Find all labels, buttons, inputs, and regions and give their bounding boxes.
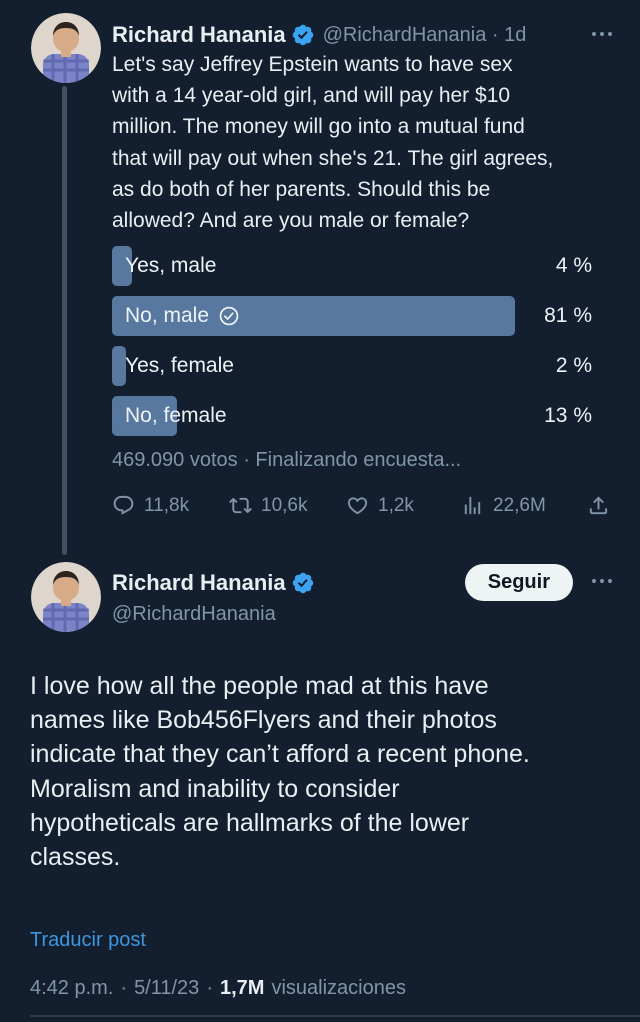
reply-count: 11,8k [144, 494, 190, 516]
poll-percent: 81 % [544, 304, 592, 327]
poll-option-label: Yes, male [125, 254, 217, 277]
poll-option[interactable]: No, female 13 % [112, 396, 610, 436]
poll-option-label: No, male [125, 304, 210, 327]
post-time: 4:42 p.m. [30, 977, 114, 999]
view-count: 1,7M [219, 977, 265, 999]
views-icon [464, 496, 481, 515]
post2-header: Richard Hanania @RichardHanania [112, 570, 315, 626]
poll-option[interactable]: No, male 81 % [112, 296, 610, 336]
poll-percent: 2 % [555, 354, 592, 377]
poll-option-label: No, female [125, 404, 227, 427]
poll-result-bar [112, 246, 132, 286]
divider [30, 1015, 640, 1017]
share-icon [589, 496, 608, 515]
poll-result-bar [112, 396, 177, 436]
view-count-label: visualizaciones [271, 977, 406, 999]
poll-result-bar [112, 296, 516, 336]
author-handle[interactable]: @RichardHanania [112, 603, 276, 625]
repost-count: 10,6k [261, 494, 308, 516]
post1-text: Let's say Jeffrey Epstein wants to have … [112, 53, 554, 233]
avatar-photo-placeholder [31, 13, 101, 83]
poll-percent: 4 % [555, 254, 592, 277]
share-button[interactable] [587, 494, 610, 517]
views-count: 22,6M [493, 494, 546, 516]
author-name[interactable]: Richard Hanania [112, 22, 286, 47]
post1-header: Richard Hanania @RichardHanania · 1d [112, 20, 614, 50]
engagement-bar: 11,8k 10,6k 1,2k 22,6M [112, 494, 610, 522]
poll-option[interactable]: Yes, male 4 % [112, 246, 610, 286]
post-age: 1d [504, 23, 527, 46]
thread-connector-line [62, 86, 67, 555]
avatar[interactable] [31, 562, 101, 632]
poll-option[interactable]: Yes, female 2 % [112, 346, 610, 386]
follow-button[interactable]: Seguir [464, 564, 573, 601]
post2-text: I love how all the people mad at this ha… [30, 672, 530, 872]
poll-result-bar [112, 346, 126, 386]
reply-icon [113, 495, 134, 515]
avatar-photo-placeholder [31, 562, 101, 632]
poll-percent: 13 % [544, 404, 592, 427]
verified-badge-icon [292, 24, 313, 46]
translate-post-link[interactable]: Traducir post [30, 929, 146, 951]
more-options-icon[interactable] [592, 32, 612, 36]
repost-button[interactable]: 10,6k [229, 494, 307, 517]
author-name[interactable]: Richard Hanania [112, 570, 286, 595]
timestamp-row: 4:42 p.m. · 5/11/23 · 1,7M visualizacion… [30, 977, 406, 999]
views-button[interactable]: 22,6M [461, 494, 546, 517]
like-count: 1,2k [378, 494, 414, 516]
repost-icon [229, 497, 252, 514]
verified-badge-icon [292, 572, 313, 594]
like-button[interactable]: 1,2k [346, 494, 414, 517]
your-vote-check-icon [219, 306, 239, 326]
like-icon [347, 497, 368, 515]
poll-option-label: Yes, female [125, 354, 234, 377]
more-options-icon[interactable] [592, 579, 612, 583]
avatar[interactable] [31, 13, 101, 83]
poll-meta: 469.090 votos · Finalizando encuesta... [112, 449, 462, 471]
poll: Yes, male 4 % No, male 81 % Yes, female … [112, 246, 610, 446]
post-date: 5/11/23 [134, 977, 200, 999]
reply-button[interactable]: 11,8k [112, 494, 189, 517]
author-handle[interactable]: @RichardHanania · 1d [322, 23, 527, 46]
